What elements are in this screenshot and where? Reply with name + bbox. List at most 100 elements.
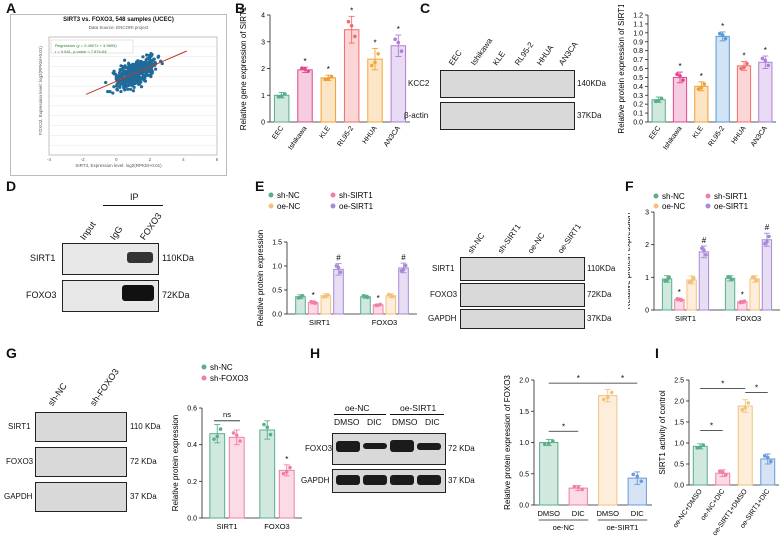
ip-divider-line <box>103 205 163 206</box>
data-point <box>401 267 406 272</box>
data-point <box>145 70 149 74</box>
data-point <box>743 406 748 410</box>
legend-label: oe-SIRT1 <box>714 202 749 211</box>
x-tick-label: RL95-2 <box>336 125 355 148</box>
data-point <box>740 408 744 412</box>
data-point <box>300 293 305 298</box>
y-tick-label: 0.5 <box>674 462 684 469</box>
significance-mark: * <box>621 374 624 383</box>
y-tick-label: 3 <box>645 210 649 217</box>
data-point <box>765 239 769 244</box>
data-point <box>141 76 145 80</box>
x-tick-label: -4 <box>47 157 51 162</box>
data-point <box>112 72 116 76</box>
blot-size-label: 37 KDa <box>130 492 157 501</box>
blot-row-label: FOXO3 <box>430 290 458 299</box>
x-tick-label: 2 <box>149 157 152 162</box>
lane-label: oe-SIRT1 <box>556 222 583 256</box>
data-point <box>701 443 706 447</box>
ip-label: IP <box>130 192 139 202</box>
bar <box>295 296 306 315</box>
significance-mark: * <box>397 25 400 34</box>
data-point <box>681 78 685 82</box>
legend-marker <box>330 203 336 209</box>
y-tick-label: 0 <box>645 308 649 315</box>
data-point <box>114 75 118 79</box>
data-point <box>702 248 706 252</box>
data-point <box>393 37 397 42</box>
data-point <box>717 31 722 36</box>
y-tick-label: 0.9 <box>633 39 643 46</box>
y-tick-label: 0.8 <box>633 48 643 55</box>
panel-letter-h: H <box>310 345 321 361</box>
legend-marker <box>705 203 711 209</box>
bar <box>360 296 371 315</box>
significance-mark: * <box>577 374 580 383</box>
data-point <box>121 68 125 72</box>
y-axis-title: SIRT1 activity of control <box>658 390 667 475</box>
data-point <box>679 298 684 302</box>
data-point <box>303 67 307 71</box>
data-point <box>139 59 143 63</box>
data-point <box>742 65 746 69</box>
blot-size-label: 110KDa <box>162 253 194 263</box>
band <box>363 475 387 485</box>
data-point <box>326 293 330 297</box>
x-tick-label: FOXO3 <box>736 314 761 323</box>
data-point <box>546 441 551 446</box>
y-tick-label: 4 <box>261 13 265 20</box>
y-tick-label: 2.0 <box>519 378 529 385</box>
data-point <box>720 470 725 475</box>
blot-actin <box>440 102 575 130</box>
lane-label: sh-SIRT1 <box>496 222 523 256</box>
data-point <box>126 87 130 91</box>
bar-chart-e: 0.0 0.5 1.0 1.5 Relative protein expression *… <box>256 191 417 327</box>
data-point <box>699 85 704 90</box>
x-tick-label: AN3CA <box>383 125 402 148</box>
panel-letter-f: F <box>625 178 634 194</box>
data-point <box>704 252 708 257</box>
group-label: oe-NC <box>345 403 370 413</box>
x-tick-label: SIRT1 <box>675 314 696 323</box>
band <box>336 475 360 485</box>
x-group-label: oe-SIRT1 <box>607 523 639 532</box>
legend-marker <box>268 192 274 198</box>
blot-size-label: 37KDa <box>577 111 602 120</box>
data-point <box>730 277 734 282</box>
blot-row-label: β-actin <box>404 111 429 120</box>
bar <box>320 295 332 315</box>
bar <box>539 442 559 506</box>
x-group-label: oe-NC <box>553 523 575 532</box>
data-point <box>121 64 125 69</box>
blot-size-label: 110 KDa <box>130 422 161 431</box>
data-point <box>135 65 139 69</box>
data-point <box>144 60 148 65</box>
bar <box>698 251 710 311</box>
x-tick-label: DIC <box>631 509 645 518</box>
x-tick-label: 4 <box>182 157 185 162</box>
lane-label: HHUA <box>535 43 556 68</box>
blot-row-label: SIRT1 <box>30 253 56 263</box>
blot-foxo3-e <box>460 283 585 307</box>
data-point <box>284 470 289 474</box>
bar-chart-b: 0 1 2 3 4 Relative gene expression of SIRT1 EE… <box>239 6 410 151</box>
data-point <box>754 278 759 283</box>
y-tick-label: 0.0 <box>187 516 197 523</box>
data-point <box>378 302 383 307</box>
blot-size-label: 72 KDa <box>448 444 475 453</box>
legend-marker <box>330 192 336 198</box>
legend-marker <box>201 364 207 370</box>
data-point <box>133 67 137 71</box>
lane-label: IgG <box>108 224 125 242</box>
data-point <box>143 79 148 83</box>
data-point <box>133 81 137 86</box>
y-tick-label: 2 <box>261 66 265 73</box>
data-point <box>659 96 664 101</box>
x-tick-label: EEC <box>271 125 285 141</box>
data-point <box>698 445 703 449</box>
data-point <box>353 34 357 39</box>
y-tick-label: 0.1 <box>633 111 643 118</box>
data-point <box>154 67 158 71</box>
bar <box>273 94 290 123</box>
y-axis-title: Relative protein expression of SIRT1 <box>617 5 626 134</box>
